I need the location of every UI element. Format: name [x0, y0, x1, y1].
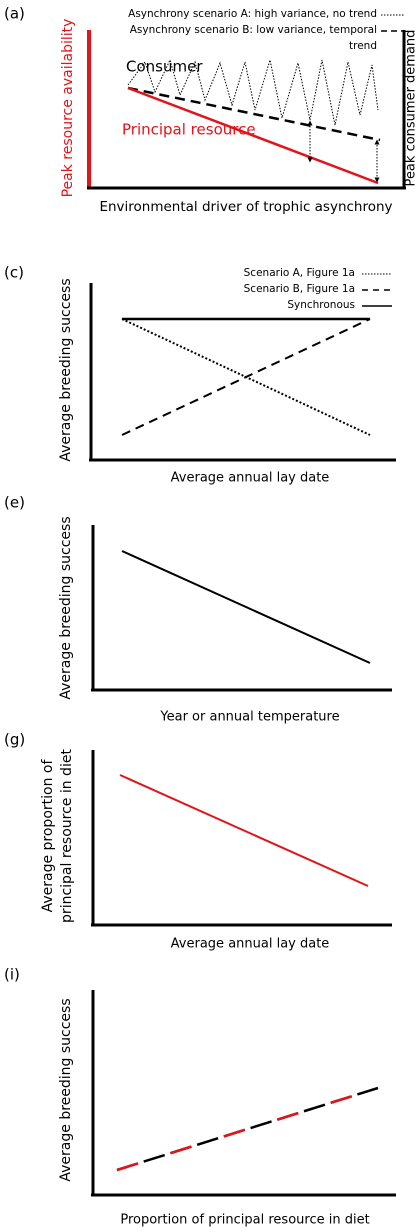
y-axis-label: Average breeding success	[58, 278, 74, 461]
legend-text: Scenario B, Figure 1a	[244, 283, 355, 295]
panel-label: (a)	[4, 5, 25, 23]
y-axis-label: Peak resource availability	[60, 19, 76, 198]
x-axis-label: Average annual lay date	[171, 471, 330, 486]
scenario-b-curve	[127, 86, 381, 142]
x-axis-label: Proportion of principal resource in diet	[120, 1213, 369, 1228]
panel-e: (e) Average breeding success Year or ann…	[4, 494, 392, 725]
legend-text: Synchronous	[287, 299, 355, 311]
y2-axis-label: Peak consumer demand	[404, 30, 417, 187]
trend-line	[119, 774, 369, 887]
panel-label: (e)	[4, 494, 25, 512]
x-axis-label: Environmental driver of trophic asynchro…	[99, 199, 392, 215]
panel-a: (a) Asynchrony scenario A: high variance…	[4, 5, 417, 216]
panel-g: (g) Average proportion of principal reso…	[4, 731, 392, 952]
resource-line	[127, 86, 379, 185]
panel-label: (g)	[4, 731, 25, 749]
y-axis-label: principal resource in diet	[59, 749, 75, 923]
scenario-a-curve	[127, 58, 379, 126]
panel-c: (c) Scenario A, Figure 1a Scenario B, Fi…	[4, 264, 396, 486]
y-axis-label: Average breeding success	[58, 998, 74, 1181]
y-axis-label: Average proportion of	[40, 759, 56, 913]
legend-text: Asynchrony scenario A: high variance, no…	[128, 8, 377, 20]
x-axis-label: Average annual lay date	[171, 937, 330, 952]
legend-text: Scenario A, Figure 1a	[244, 267, 355, 279]
annotation: Principal resource	[122, 121, 256, 139]
annotation: Consumer	[126, 58, 203, 76]
x-axis-label: Year or annual temperature	[159, 710, 339, 725]
trend-line-red	[116, 1086, 379, 1172]
legend-text: Asynchrony scenario B: low variance, tem…	[130, 24, 377, 36]
scenario-b-line	[121, 318, 371, 436]
y-axis-label: Average breeding success	[58, 516, 74, 699]
panel-label: (c)	[4, 264, 24, 282]
trend-line	[121, 550, 371, 664]
panel-label: (i)	[4, 966, 20, 984]
legend-text: trend	[349, 40, 377, 52]
panel-i: (i) Average breeding success Proportion …	[4, 966, 396, 1228]
